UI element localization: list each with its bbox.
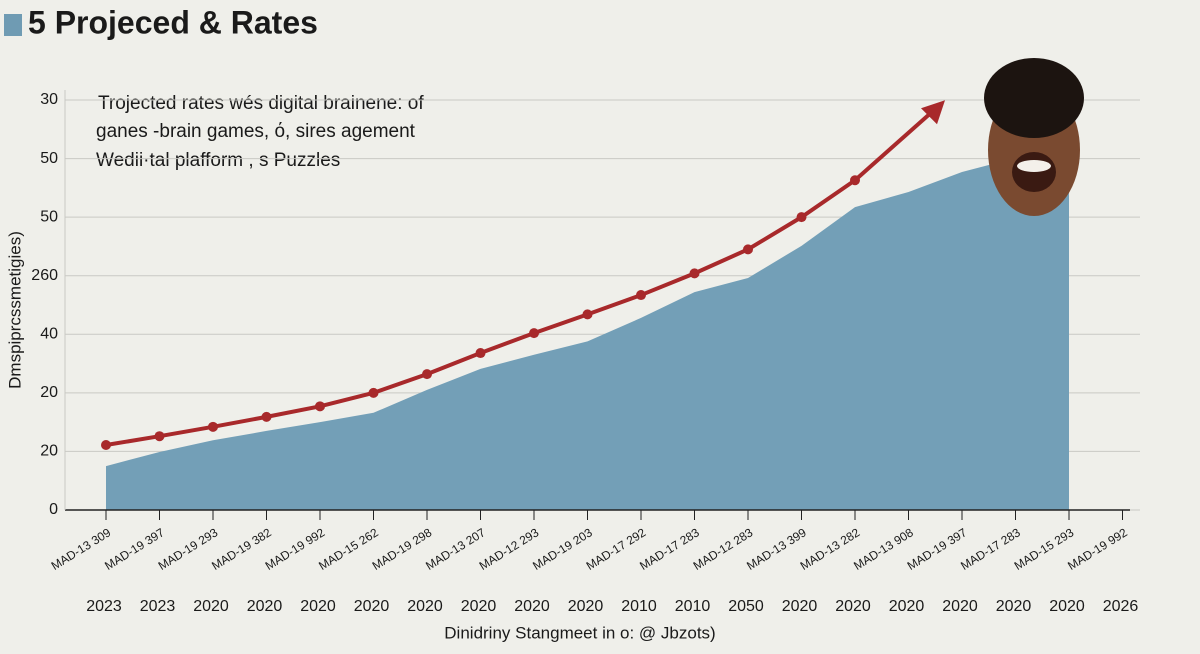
x-tick-label: MAD-13 309 — [49, 525, 114, 573]
y-tick-label: 0 — [49, 501, 58, 518]
x-tick-label: MAD-13 207 — [423, 525, 488, 573]
annotation: Wedii·tal plafform , s Puzzles — [96, 150, 340, 171]
x-tick-label: MAD-13 282 — [798, 525, 863, 573]
y-tick-label: 20 — [40, 443, 58, 460]
x-tick-label: MAD-19 293 — [156, 525, 221, 573]
point — [850, 175, 860, 186]
x-tick-label: MAD-13 908 — [851, 525, 916, 573]
x-year-label: 2020 — [300, 598, 336, 615]
x-year-label: 2020 — [193, 598, 229, 615]
x-year-label: 2020 — [835, 598, 871, 615]
x-tick-label: MAD-19 992 — [1065, 525, 1130, 573]
x-tick-label: MAD-17 292 — [584, 525, 649, 573]
x-tick-label: MAD-19 397 — [905, 525, 970, 573]
x-year-label: 2023 — [140, 598, 176, 615]
x-tick-label: MAD-15 293 — [1012, 525, 1077, 573]
x-year-label: 2010 — [621, 598, 657, 615]
x-year-label: 2020 — [461, 598, 497, 615]
x-year-label: 2010 — [675, 598, 711, 615]
x-year-label: 2020 — [1049, 598, 1085, 615]
y-tick-label: 50 — [40, 208, 58, 225]
x-tick-label: MAD-13 399 — [744, 525, 809, 573]
point — [315, 401, 325, 412]
y-axis-label: Dmspiprcssmetigies) — [5, 231, 24, 389]
point — [101, 439, 111, 450]
y-tick-label: 260 — [31, 267, 58, 284]
x-tick-label: MAD-12 283 — [691, 525, 756, 573]
arrow-head — [921, 100, 945, 125]
face — [984, 58, 1084, 216]
x-year-label: 2026 — [1103, 598, 1139, 615]
point — [796, 212, 807, 223]
x-year-label: 2050 — [728, 598, 764, 615]
point — [208, 421, 218, 432]
x-year-label: 2020 — [354, 598, 390, 615]
x-tick-label: MAD-19 397 — [102, 525, 167, 573]
x-tick-label: MAD-19 298 — [370, 525, 435, 573]
title-marker — [4, 14, 22, 36]
chart-title: 5 Projeced & Rates — [28, 4, 318, 40]
annotation: Trojected rates wés digital brainene: of — [98, 93, 424, 114]
point — [743, 244, 753, 255]
x-year-label: 2020 — [942, 598, 978, 615]
x-year-label: 2020 — [996, 598, 1032, 615]
y-tick-label: 40 — [40, 326, 58, 343]
point — [636, 290, 646, 301]
x-year-label: 2020 — [568, 598, 604, 615]
x-tick-label: MAD-19 203 — [530, 525, 595, 573]
y-tick-label: 20 — [40, 384, 58, 401]
x-year-label: 2020 — [782, 598, 818, 615]
point — [582, 309, 593, 320]
point — [475, 348, 486, 359]
area — [106, 148, 1069, 510]
point — [422, 369, 432, 380]
x-tick-label: MAD-19 382 — [209, 525, 274, 573]
point — [368, 387, 379, 398]
x-year-label: 2020 — [514, 598, 550, 615]
x-tick-label: MAD-15 262 — [316, 525, 381, 573]
x-year-label: 2023 — [86, 598, 122, 615]
point — [261, 411, 272, 422]
y-tick-label: 50 — [40, 150, 58, 167]
point — [529, 328, 539, 339]
x-year-label: 2020 — [247, 598, 283, 615]
arrow-shaft — [853, 107, 937, 182]
x-tick-label: MAD-17 283 — [958, 525, 1023, 573]
x-year-label: 2020 — [889, 598, 925, 615]
x-tick-label: MAD-12 293 — [477, 525, 542, 573]
x-tick-label: MAD-17 283 — [637, 525, 702, 573]
x-tick-label: MAD-19 992 — [263, 525, 328, 573]
point — [689, 268, 700, 279]
annotation: ganes -brain games, ό, sires agement — [96, 121, 416, 142]
point — [154, 431, 165, 442]
y-tick-label: 30 — [40, 91, 58, 108]
x-year-label: 2020 — [407, 598, 443, 615]
x-axis-label: Dinidriny Stangmeet in o: @ Jbzots) — [444, 623, 715, 642]
